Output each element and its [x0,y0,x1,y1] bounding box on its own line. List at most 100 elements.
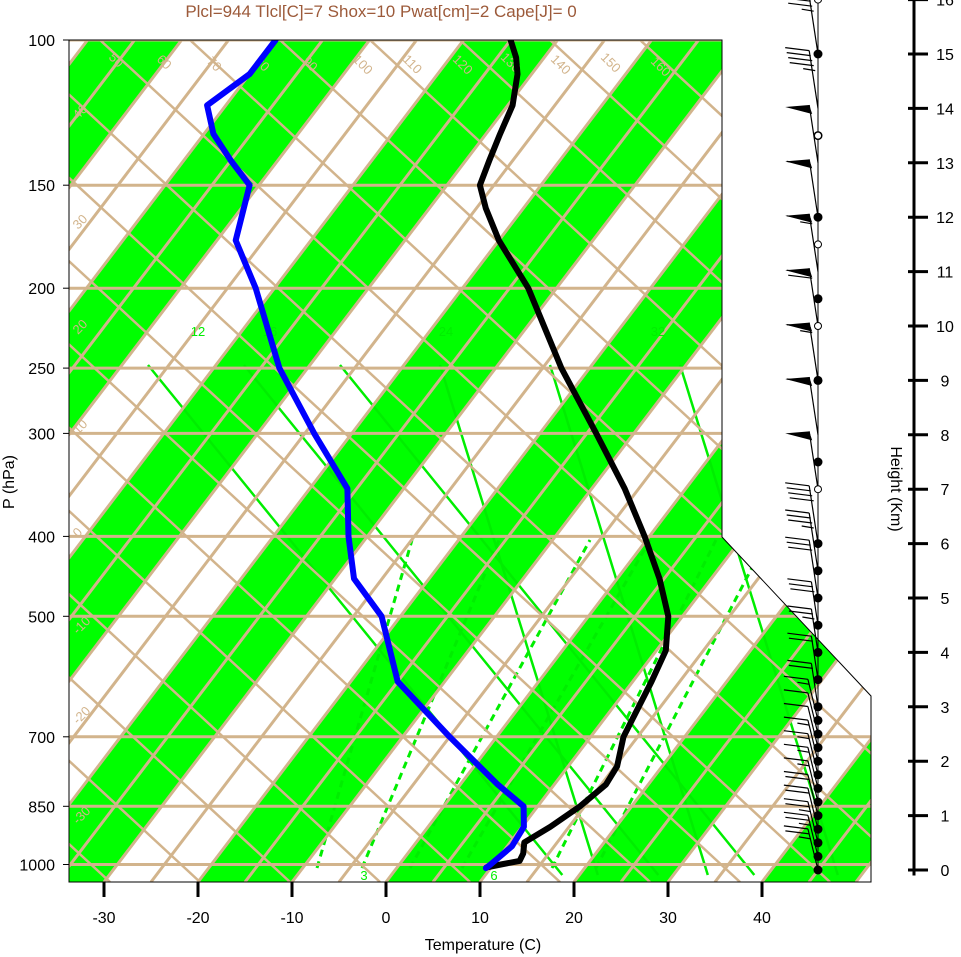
isotherm-line [102,40,747,882]
wind-level-dot [813,457,823,467]
height-tick-label: 0 [941,863,950,880]
wind-level-dot [813,756,823,766]
wind-barb-flag [788,2,813,7]
wind-barb-staff [808,50,819,109]
temperature-band [574,40,871,882]
dry-adiabat [69,40,871,882]
wind-profile [783,0,823,875]
isotherm-line [69,40,230,882]
wind-barb-half-flag [802,616,815,620]
wind-barb-flag [783,702,808,708]
isotherm-line [619,40,871,882]
isotherm-line [337,40,871,882]
wind-barb-half-flag [800,221,813,225]
dry-adiabat [69,40,831,882]
wind-barb-pennant [785,105,813,114]
dewpoint-profile [204,40,527,872]
wind-level-dot [813,797,823,807]
isotherm-line [69,40,465,882]
wind-barb-flag [788,637,813,642]
pressure-tick-label: 400 [28,529,55,546]
wind-level-dot [813,743,823,753]
isotherm-label: 0 [730,461,746,477]
wind-barb-half-flag [800,330,813,334]
wind-barb-flag [786,541,811,546]
mixing-ratio-label: 3 [360,868,367,883]
temperature-tick-label: 30 [659,910,677,927]
pressure-tick-label: 150 [28,178,55,195]
isotherm-line [713,40,871,882]
wind-level-dot [813,620,823,630]
isotherm-line [69,40,418,882]
wind-level-open-dot [814,0,822,4]
wind-level-dot [813,729,823,739]
wind-barb-staff [807,815,819,857]
wind-barb-flag [783,743,808,748]
wind-barb-flag [783,811,808,816]
height-tick-label: 13 [936,156,954,173]
isotherm-line [69,40,559,882]
height-tick-label: 3 [941,700,950,717]
wind-barb-flag [788,583,813,588]
dry-adiabat [69,40,291,882]
wind-barb-flag [788,274,813,279]
dry-adiabat [459,40,871,882]
moist-adiabat [147,364,564,876]
height-tick-label: 12 [936,210,954,227]
pressure-tick-label: 300 [28,426,55,443]
isotherm-label: 30 [730,126,751,147]
wind-level-dot [813,647,823,657]
temperature-tick-label: -30 [92,910,115,927]
moist-adiabat [438,364,599,876]
height-tick-label: 7 [941,482,950,499]
wind-barb-flag [785,803,810,808]
height-tick-label: 4 [941,645,950,662]
wind-barb-flag [785,816,810,821]
wind-barb-half-flag [797,681,810,685]
height-tick-label: 15 [936,47,954,64]
pressure-tick-label: 100 [28,33,55,50]
temperature-axis: -30 -20 -10 0 10 20 30 40 [92,882,771,927]
wind-barb-half-flag [797,749,810,753]
wind-barb-flag [783,825,808,830]
wind-barb-staff [808,159,819,218]
height-tick-label: 9 [941,373,950,390]
mixing-ratio-line [460,539,652,869]
wind-barb-flag [788,664,813,669]
wind-level-dot [813,865,823,875]
wind-barb-staff [807,706,819,748]
isotherm-line [149,40,794,882]
wind-barb-staff [807,787,819,830]
wind-barb-staff [810,581,819,626]
wind-level-dot [813,49,823,59]
wind-barb-flag [783,798,808,803]
isotherm-line [572,40,871,882]
height-tick-label: 5 [941,591,950,608]
wind-level-dot [813,770,823,780]
wind-barb-flag [787,605,812,610]
height-tick-label: 1 [941,809,950,826]
mixing-ratio-line [315,539,414,869]
wind-barb-half-flag [798,809,811,813]
wind-level-dot [813,593,823,603]
wind-barb-staff [809,0,819,55]
wind-level-dot [813,702,823,712]
wind-barb-flag [783,757,808,762]
isotherm-line [69,40,183,882]
isotherm-label: 10 [754,536,775,557]
mixing-ratio-label: 32 [651,324,665,339]
wind-barb-flag [786,514,811,519]
wind-barb-flag [787,659,812,664]
isotherms [69,40,871,882]
height-tick-label: 16 [936,0,954,10]
chart-title: Plcl=944 Tlcl[C]=7 Shox=10 Pwat[cm]=2 Ca… [185,2,576,21]
wind-barb-staff [808,485,819,544]
height-axis-label: Height (Km) [887,446,904,531]
wind-barb-flag [785,482,810,487]
moist-adiabat [548,364,709,876]
height-tick-label: 14 [936,101,954,118]
pressure-tick-label: 200 [28,281,55,298]
wind-barb-flag [783,730,808,735]
wind-barb-flag [790,588,815,593]
